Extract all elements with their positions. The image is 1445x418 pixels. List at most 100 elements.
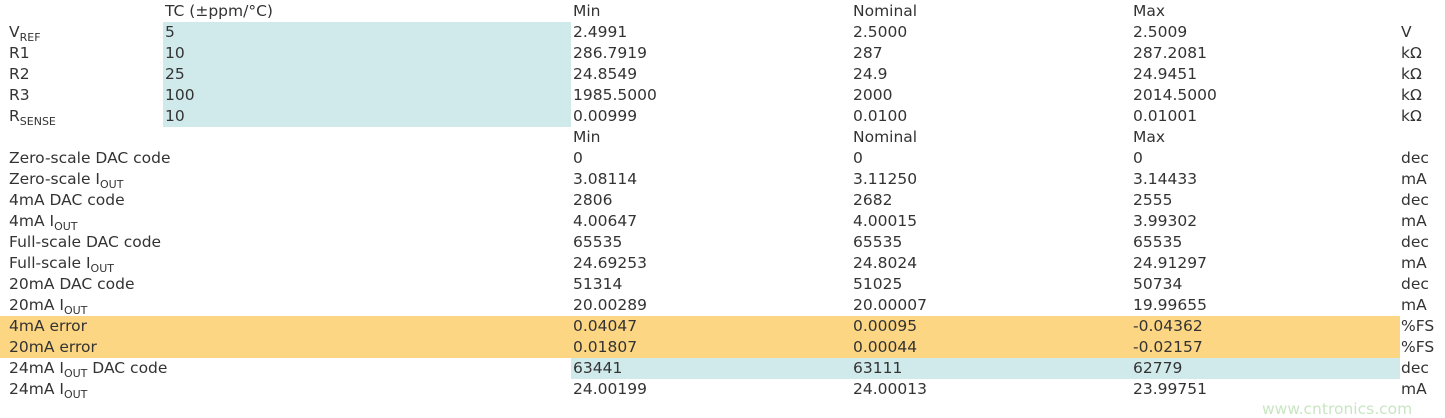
min-header: Min bbox=[573, 2, 601, 20]
nominal-cell: 3.11250 bbox=[853, 170, 918, 188]
min-cell: 1985.5000 bbox=[573, 86, 657, 104]
max-header: Max bbox=[1133, 128, 1166, 146]
row-label: Zero-scale DAC code bbox=[9, 148, 171, 169]
label-text: V bbox=[9, 23, 20, 41]
row-label: R3 bbox=[9, 85, 30, 106]
row-label: Full-scale IOUT bbox=[9, 253, 114, 274]
row-label: 20mA DAC code bbox=[9, 274, 134, 295]
label-subscript: REF bbox=[19, 31, 41, 44]
min-cell: 0.00999 bbox=[573, 107, 638, 125]
component-row: R1 10 286.7919 287 287.2081 kΩ bbox=[0, 43, 1445, 64]
max-cell: 65535 bbox=[1133, 233, 1183, 251]
unit-cell: kΩ bbox=[1401, 107, 1422, 125]
nominal-header: Nominal bbox=[853, 128, 918, 146]
unit-cell: dec bbox=[1401, 149, 1429, 167]
watermark: www.cntronics.com bbox=[1262, 400, 1413, 418]
nominal-cell: 0.0100 bbox=[853, 107, 908, 125]
component-row: RSENSE 10 0.00999 0.0100 0.01001 kΩ bbox=[0, 106, 1445, 127]
dac-code-highlight bbox=[571, 358, 1400, 379]
tc-cell[interactable]: 10 bbox=[163, 43, 571, 64]
result-row: 20mA error 0.01807 0.00044 -0.02157 %FS bbox=[0, 337, 1445, 358]
tc-cell[interactable]: 100 bbox=[163, 85, 571, 106]
error-highlight bbox=[0, 337, 1400, 358]
min-cell: 51314 bbox=[573, 275, 623, 293]
unit-cell: %FS bbox=[1401, 317, 1435, 335]
result-row: Zero-scale IOUT 3.08114 3.11250 3.14433 mA bbox=[0, 169, 1445, 190]
nominal-cell: 24.8024 bbox=[853, 254, 918, 272]
row-label: 24mA IOUT DAC code bbox=[9, 358, 167, 379]
label-text: 24mA I bbox=[9, 359, 64, 377]
label-text: Full-scale DAC code bbox=[9, 233, 162, 251]
nominal-cell: 63111 bbox=[853, 359, 903, 377]
unit-cell: dec bbox=[1401, 275, 1429, 293]
nominal-cell: 0.00044 bbox=[853, 338, 918, 356]
max-cell: -0.04362 bbox=[1133, 317, 1203, 335]
unit-cell: dec bbox=[1401, 359, 1429, 377]
label-text: 24mA I bbox=[9, 380, 64, 398]
max-header: Max bbox=[1133, 2, 1166, 20]
nominal-cell: 24.00013 bbox=[853, 380, 927, 398]
header-row-results: Min Nominal Max bbox=[0, 127, 1445, 148]
min-cell: 0.04047 bbox=[573, 317, 638, 335]
row-label: RSENSE bbox=[9, 106, 56, 127]
min-cell: 0.01807 bbox=[573, 338, 638, 356]
min-cell: 24.00199 bbox=[573, 380, 647, 398]
result-row: Full-scale IOUT 24.69253 24.8024 24.91297 mA bbox=[0, 253, 1445, 274]
min-cell: 2.4991 bbox=[573, 23, 628, 41]
unit-cell: mA bbox=[1401, 296, 1427, 314]
nominal-cell: 51025 bbox=[853, 275, 903, 293]
component-row: VREF 5 2.4991 2.5000 2.5009 V bbox=[0, 22, 1445, 43]
label-text: 4mA I bbox=[9, 212, 55, 230]
tc-header: TC (±ppm/°C) bbox=[165, 2, 273, 20]
nominal-cell: 2.5000 bbox=[853, 23, 908, 41]
row-label: R1 bbox=[9, 43, 30, 64]
label-text: 20mA I bbox=[9, 296, 64, 314]
min-cell: 24.69253 bbox=[573, 254, 647, 272]
result-row: 24mA IOUT DAC code 63441 63111 62779 dec bbox=[0, 358, 1445, 379]
max-cell: -0.02157 bbox=[1133, 338, 1203, 356]
tc-cell[interactable]: 5 bbox=[163, 22, 571, 43]
result-row: 4mA DAC code 2806 2682 2555 dec bbox=[0, 190, 1445, 211]
row-label: 4mA DAC code bbox=[9, 190, 125, 211]
header-row-tc: TC (±ppm/°C) Min Nominal Max bbox=[0, 1, 1445, 22]
result-row: 24mA IOUT 24.00199 24.00013 23.99751 mA bbox=[0, 379, 1445, 400]
max-cell: 2555 bbox=[1133, 191, 1173, 209]
min-header: Min bbox=[573, 128, 601, 146]
max-cell: 23.99751 bbox=[1133, 380, 1207, 398]
component-row: R3 100 1985.5000 2000 2014.5000 kΩ bbox=[0, 85, 1445, 106]
min-cell: 24.8549 bbox=[573, 65, 638, 83]
result-row: 4mA error 0.04047 0.00095 -0.04362 %FS bbox=[0, 316, 1445, 337]
unit-cell: %FS bbox=[1401, 338, 1435, 356]
max-cell: 0 bbox=[1133, 149, 1143, 167]
tc-cell[interactable]: 25 bbox=[163, 64, 571, 85]
max-cell: 2014.5000 bbox=[1133, 86, 1217, 104]
min-cell: 0 bbox=[573, 149, 583, 167]
row-label: 20mA error bbox=[9, 337, 97, 358]
max-cell: 287.2081 bbox=[1133, 44, 1207, 62]
unit-cell: mA bbox=[1401, 380, 1427, 398]
label-text: R3 bbox=[9, 86, 30, 104]
component-row: R2 25 24.8549 24.9 24.9451 kΩ bbox=[0, 64, 1445, 85]
tc-cell[interactable]: 10 bbox=[163, 106, 571, 127]
nominal-cell: 0.00095 bbox=[853, 317, 918, 335]
max-cell: 50734 bbox=[1133, 275, 1183, 293]
unit-cell: mA bbox=[1401, 254, 1427, 272]
label-text: R2 bbox=[9, 65, 30, 83]
unit-cell: V bbox=[1401, 23, 1412, 41]
label-text: Full-scale I bbox=[9, 254, 91, 272]
unit-cell: mA bbox=[1401, 170, 1427, 188]
unit-cell: kΩ bbox=[1401, 65, 1422, 83]
label-subscript: OUT bbox=[54, 220, 78, 233]
unit-cell: kΩ bbox=[1401, 44, 1422, 62]
nominal-cell: 2682 bbox=[853, 191, 893, 209]
row-label: R2 bbox=[9, 64, 30, 85]
label-text: 4mA DAC code bbox=[9, 191, 125, 209]
label-text: Zero-scale I bbox=[9, 170, 100, 188]
nominal-cell: 65535 bbox=[853, 233, 903, 251]
row-label: Full-scale DAC code bbox=[9, 232, 161, 253]
result-row: 20mA DAC code 51314 51025 50734 dec bbox=[0, 274, 1445, 295]
unit-cell: mA bbox=[1401, 212, 1427, 230]
min-cell: 20.00289 bbox=[573, 296, 647, 314]
max-cell: 62779 bbox=[1133, 359, 1183, 377]
error-highlight bbox=[0, 316, 1400, 337]
